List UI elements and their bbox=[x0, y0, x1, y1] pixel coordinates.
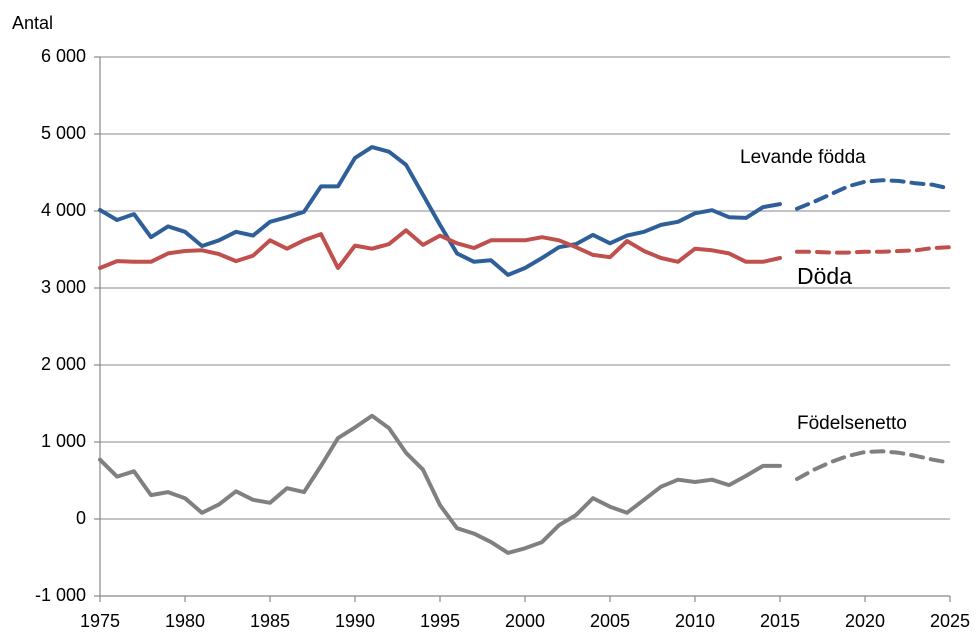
y-tick-label: 2 000 bbox=[41, 354, 86, 374]
x-tick-label: 1995 bbox=[420, 611, 460, 631]
series-label: Levande födda bbox=[740, 147, 866, 168]
x-tick-label: 2020 bbox=[845, 611, 885, 631]
x-tick-label: 2005 bbox=[590, 611, 630, 631]
series-line bbox=[98, 413, 782, 555]
y-axis-label: Antal bbox=[12, 13, 53, 33]
y-tick-label: -1 000 bbox=[35, 585, 86, 605]
series-line bbox=[98, 228, 782, 270]
y-tick-label: 4 000 bbox=[41, 200, 86, 220]
y-tick-label: 3 000 bbox=[41, 277, 86, 297]
y-tick-label: 6 000 bbox=[41, 46, 86, 66]
y-tick-label: 5 000 bbox=[41, 123, 86, 143]
x-tick-label: 2015 bbox=[760, 611, 800, 631]
x-tick-label: 2000 bbox=[505, 611, 545, 631]
x-tick-label: 2010 bbox=[675, 611, 715, 631]
x-tick-label: 1975 bbox=[80, 611, 120, 631]
series-label: Födelsenetto bbox=[797, 413, 907, 434]
forecast-line bbox=[795, 449, 952, 481]
series-label: Döda bbox=[797, 263, 852, 289]
x-tick-label: 1985 bbox=[250, 611, 290, 631]
series-line bbox=[98, 145, 782, 277]
x-tick-label: 1990 bbox=[335, 611, 375, 631]
x-tick-label: 1980 bbox=[165, 611, 205, 631]
y-tick-label: 1 000 bbox=[41, 431, 86, 451]
forecast-line bbox=[795, 245, 952, 255]
y-tick-label: 0 bbox=[76, 508, 86, 528]
x-tick-label: 2025 bbox=[930, 611, 970, 631]
forecast-line bbox=[795, 178, 952, 211]
